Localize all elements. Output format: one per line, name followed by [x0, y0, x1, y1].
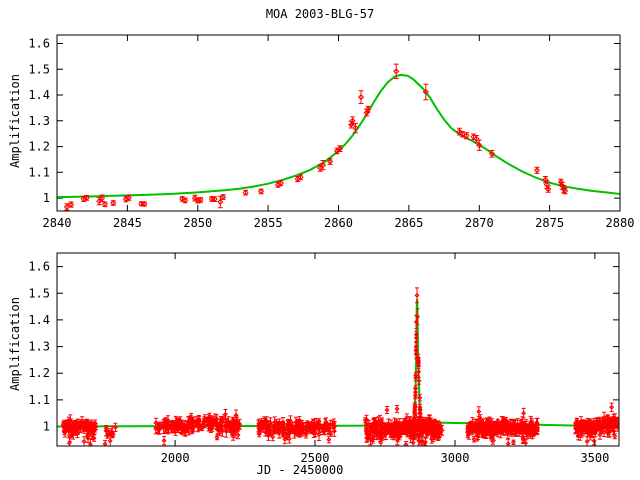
chart-title: MOA 2003-BLG-57 [265, 7, 375, 21]
full-lightcurve-season-cluster-2 [153, 412, 243, 446]
event-zoom-x-tick-label: 2850 [183, 216, 212, 230]
event-zoom-panel: 2840 2845 2850 2855 2860 2865 2870 2875 2880 1 1.1… [28, 34, 635, 230]
full-lightcurve-y-tick-label: 1.4 [28, 313, 50, 327]
event-zoom-y-tick-label: 1.4 [28, 88, 50, 102]
full-lightcurve-season-cluster-5 [465, 414, 541, 446]
full-lightcurve-data-points [66, 287, 615, 446]
event-zoom-data-points [63, 63, 569, 211]
event-zoom-tick-marks [56, 35, 621, 211]
event-zoom-y-tick-label: 1.3 [28, 114, 50, 128]
full-lightcurve-x-tick-label: 2000 [161, 451, 190, 465]
full-lightcurve-season-cluster-6 [572, 411, 619, 446]
bottom-x-axis-label: JD - 2450000 [256, 463, 344, 477]
event-zoom-x-tick-label: 2865 [394, 216, 423, 230]
full-lightcurve-y-tick-label: 1.1 [28, 393, 50, 407]
event-zoom-x-tick-label: 2855 [254, 216, 283, 230]
event-zoom-x-tick-label: 2875 [535, 216, 564, 230]
event-zoom-x-tick-label: 2870 [465, 216, 494, 230]
full-lightcurve-season-cluster-0 [60, 414, 99, 446]
full-lightcurve-x-tick-label: 3500 [580, 451, 609, 465]
full-lightcurve-y-tick-label: 1.3 [28, 340, 50, 354]
event-zoom-x-tick-label: 2880 [606, 216, 635, 230]
full-lightcurve-y-tick-label: 1.5 [28, 286, 50, 300]
event-zoom-x-tick-label: 2845 [113, 216, 142, 230]
full-lightcurve-season-cluster-4 [362, 413, 445, 446]
full-lightcurve-season-cluster-3 [255, 415, 338, 444]
event-zoom-y-tick-label: 1.6 [28, 37, 50, 51]
event-zoom-y-tick-label: 1.5 [28, 62, 50, 76]
full-lightcurve-model-curve [57, 298, 619, 428]
event-zoom-y-tick-label: 1.2 [28, 140, 50, 154]
full-lightcurve-y-tick-label: 1.2 [28, 366, 50, 380]
event-zoom-plot-border [56, 34, 621, 212]
event-zoom-x-tick-label: 2860 [324, 216, 353, 230]
full-lightcurve-y-tick-label: 1 [43, 420, 50, 434]
event-zoom-model-curve [57, 73, 620, 199]
full-lightcurve-y-tick-label: 1.6 [28, 260, 50, 274]
full-lightcurve-tick-marks [57, 253, 619, 446]
full-lightcurve-plot-border [56, 252, 620, 447]
event-zoom-y-tick-label: 1 [43, 191, 50, 205]
event-zoom-x-tick-label: 2840 [43, 216, 72, 230]
full-lightcurve-x-tick-label: 2500 [301, 451, 330, 465]
full-lightcurve-x-tick-label: 3000 [441, 451, 470, 465]
full-lightcurve-panel: 2000 2500 3000 3500 1 1.1 1.2 1.3 1.4 1.5 1.6 [28, 252, 620, 465]
event-zoom-y-tick-label: 1.1 [28, 165, 50, 179]
